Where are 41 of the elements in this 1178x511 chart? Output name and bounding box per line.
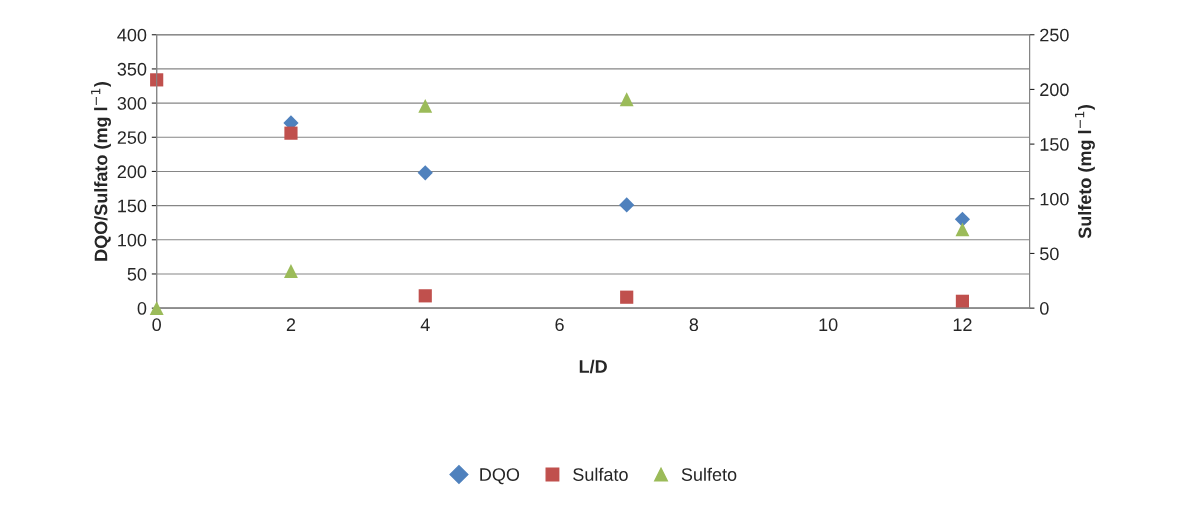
point bbox=[955, 222, 970, 237]
y-tick-label: 250 bbox=[117, 131, 147, 144]
x-tick-label: 0 bbox=[152, 318, 161, 332]
point bbox=[954, 211, 971, 227]
x-tick-label: 8 bbox=[689, 318, 699, 332]
y-tick-label: 300 bbox=[117, 97, 147, 110]
legend-label: Sulfeto bbox=[681, 467, 737, 481]
x-tick-label: 4 bbox=[420, 318, 430, 331]
point bbox=[418, 98, 433, 113]
x-tick-label: 6 bbox=[555, 318, 564, 332]
point bbox=[150, 73, 164, 87]
y2-tick-label: 100 bbox=[1040, 192, 1069, 206]
x-tick-label: 10 bbox=[819, 318, 838, 332]
y-tick-label: 400 bbox=[117, 28, 147, 42]
x-tick-label: 2 bbox=[286, 318, 296, 331]
y-tick-label: 100 bbox=[118, 233, 147, 247]
legend-label: DQO bbox=[480, 468, 520, 485]
y-tick-label: 200 bbox=[117, 165, 147, 179]
y-tick-label: 50 bbox=[127, 267, 147, 281]
y2-tick-label: 250 bbox=[1040, 28, 1069, 42]
y2-tick-label: 150 bbox=[1040, 138, 1069, 151]
point bbox=[620, 290, 634, 304]
point bbox=[417, 165, 433, 181]
y2-axis-title: Sulfeto (mg l$^{−1}$) bbox=[1074, 105, 1095, 239]
point bbox=[955, 294, 970, 308]
x-axis-title: L/D bbox=[579, 359, 607, 374]
y-tick-label: 150 bbox=[118, 199, 147, 213]
point bbox=[418, 289, 432, 303]
x-tick-label: 12 bbox=[953, 318, 972, 331]
legend-label: Sulfato bbox=[573, 467, 628, 481]
point bbox=[619, 92, 634, 107]
y2-tick-label: 200 bbox=[1040, 83, 1069, 97]
y2-tick-label: 50 bbox=[1040, 247, 1059, 261]
point bbox=[284, 264, 298, 278]
point bbox=[284, 126, 298, 140]
point bbox=[619, 197, 635, 213]
y2-tick-label: 0 bbox=[1040, 302, 1049, 315]
y-tick-label: 0 bbox=[137, 302, 147, 315]
y-axis-title: DQO/Sulfato (mg l$^{−1}$) bbox=[91, 82, 111, 261]
y-tick-label: 350 bbox=[117, 62, 147, 76]
point bbox=[149, 301, 164, 316]
